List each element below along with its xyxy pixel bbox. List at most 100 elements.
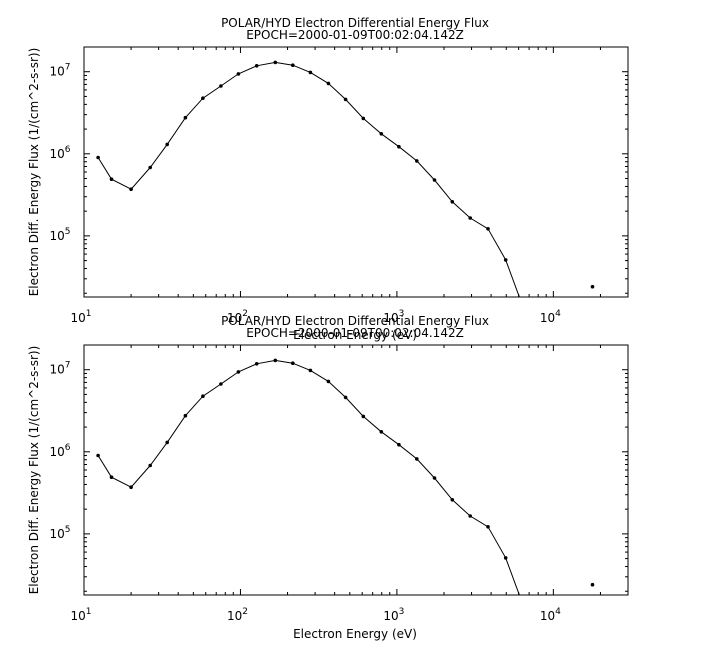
data-point (486, 227, 490, 231)
x-tick-exponent: 4 (555, 607, 561, 617)
data-point (308, 368, 313, 373)
data-point (379, 430, 384, 434)
y-tick-base: 10 (49, 445, 64, 459)
y-tick-base: 10 (49, 363, 64, 377)
data-point (432, 178, 437, 182)
data-point (219, 382, 223, 386)
data-point (148, 165, 152, 170)
y-tick-base: 10 (49, 147, 64, 161)
data-series (96, 359, 594, 600)
data-point (109, 177, 114, 181)
x-tick-base: 10 (383, 311, 398, 325)
data-point (590, 582, 595, 587)
y-tick-label: 105 (49, 525, 70, 541)
x-tick-label: 101 (70, 309, 91, 325)
data-point (273, 358, 278, 363)
data-point (361, 414, 366, 419)
x-tick-base: 10 (70, 609, 85, 623)
data-point (273, 60, 278, 65)
data-point (201, 96, 205, 100)
x-tick-label: 103 (383, 309, 404, 325)
x-tick-label: 104 (540, 309, 561, 325)
x-tick-base: 10 (70, 311, 85, 325)
y-tick-exponent: 5 (65, 227, 71, 237)
chart-title: POLAR/HYD Electron Differential Energy F… (221, 16, 489, 30)
data-point (236, 72, 241, 76)
data-point (183, 115, 188, 120)
data-point (165, 142, 169, 147)
data-point (129, 485, 133, 490)
y-tick-label: 107 (49, 361, 70, 377)
data-point (308, 70, 313, 75)
data-point (590, 284, 595, 289)
data-point (450, 200, 455, 204)
data-point (468, 514, 473, 518)
y-axis-label: Electron Diff. Energy Flux (1/(cm^2-s-sr… (27, 48, 41, 297)
x-tick-exponent: 4 (555, 309, 561, 319)
y-tick-exponent: 6 (65, 443, 71, 453)
data-point (291, 361, 295, 366)
chart-panel-bottom: POLAR/HYD Electron Differential Energy F… (27, 314, 629, 641)
data-point (415, 457, 419, 461)
x-tick-label: 101 (70, 607, 91, 623)
x-axis-label: Electron Energy (eV) (293, 627, 417, 641)
data-point (503, 258, 508, 262)
data-point (326, 379, 331, 384)
x-tick-label: 103 (383, 607, 404, 623)
chart-subtitle: EPOCH=2000-01-09T00:02:04.142Z (246, 28, 464, 42)
data-point (486, 525, 490, 529)
data-point (183, 413, 188, 418)
y-tick-label: 106 (49, 443, 70, 459)
x-tick-exponent: 3 (399, 607, 405, 617)
data-point (432, 476, 437, 480)
x-tick-base: 10 (227, 609, 242, 623)
y-axis-label: Electron Diff. Energy Flux (1/(cm^2-s-sr… (27, 346, 41, 595)
x-tick-exponent: 2 (242, 309, 248, 319)
data-point (361, 116, 366, 121)
x-tick-label: 102 (227, 607, 248, 623)
y-tick-label: 105 (49, 227, 70, 243)
chart-panel-top: POLAR/HYD Electron Differential Energy F… (27, 16, 629, 342)
data-point (397, 442, 401, 447)
y-tick-base: 10 (49, 229, 64, 243)
data-point (254, 64, 259, 68)
data-point (343, 97, 348, 102)
data-point (379, 132, 384, 136)
y-tick-exponent: 7 (65, 63, 71, 73)
y-tick-exponent: 6 (65, 145, 71, 155)
y-tick-label: 107 (49, 63, 70, 79)
data-point (415, 159, 419, 163)
data-point (129, 187, 133, 191)
x-tick-label: 102 (227, 309, 248, 325)
data-point (96, 453, 100, 458)
data-point (326, 81, 331, 86)
data-point (219, 84, 223, 88)
data-point (503, 556, 508, 560)
data-point (96, 155, 100, 160)
y-tick-base: 10 (49, 527, 64, 541)
y-tick-exponent: 5 (65, 525, 71, 535)
data-point (148, 463, 152, 468)
x-tick-base: 10 (540, 311, 555, 325)
y-tick-exponent: 7 (65, 361, 71, 371)
y-tick-base: 10 (49, 65, 64, 79)
y-tick-label: 106 (49, 145, 70, 161)
x-axis-label: Electron Energy (eV) (293, 328, 417, 342)
data-point (109, 475, 114, 480)
chart-subtitle: EPOCH=2000-01-09T00:02:04.142Z (246, 326, 464, 340)
x-tick-label: 104 (540, 607, 561, 623)
data-point (468, 216, 473, 220)
data-point (165, 440, 169, 445)
data-point (450, 498, 455, 502)
data-point (343, 395, 348, 400)
data-point (291, 63, 295, 67)
x-tick-exponent: 3 (399, 309, 405, 319)
plot-frame (83, 46, 629, 298)
data-point (201, 394, 205, 399)
x-tick-base: 10 (383, 609, 398, 623)
data-point (397, 144, 401, 149)
x-tick-exponent: 2 (242, 607, 248, 617)
